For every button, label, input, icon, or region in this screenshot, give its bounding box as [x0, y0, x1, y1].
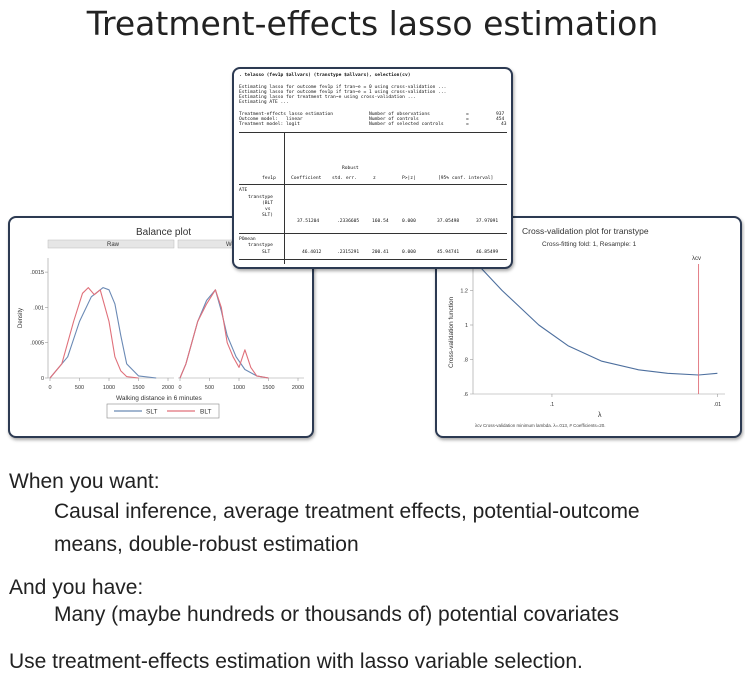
balance-plot-title: Balance plot — [136, 227, 191, 238]
stata-log-line: Estimating lasso for treatment tran~e us… — [239, 95, 417, 100]
have-text: Many (maybe hundreds or thousands of) po… — [54, 603, 619, 626]
have-label: And you have: — [9, 576, 144, 599]
stata-outcome-model: Outcome model: linear — [239, 117, 303, 122]
facet-header-raw-bg — [47, 239, 175, 249]
stata-pomean-se: .2315291 — [337, 250, 360, 255]
balance-x-tick-label: 1000 — [103, 385, 115, 391]
stata-ate-z: 160.54 — [372, 219, 389, 224]
cv-plot-subtitle: Cross-fitting fold: 1, Resample: 1 — [542, 241, 637, 248]
balance-y-tick-label: .001 — [33, 305, 44, 311]
density-line-slt-we — [179, 289, 269, 379]
stata-pomean-cihi: 46.85499 — [476, 250, 499, 255]
cv-y-tick-label: 1 — [465, 323, 468, 329]
density-line-slt-raw — [49, 287, 157, 379]
stata-ate-coef: 37.51204 — [297, 219, 320, 224]
stata-pomean-z: 200.41 — [372, 250, 389, 255]
stata-col-ci: [95% conf. interval] — [438, 176, 494, 181]
cv-y-tick-label: 1.2 — [460, 289, 468, 295]
balance-x-tick-label: 500 — [75, 385, 84, 391]
stata-ate-cilo: 37.05498 — [437, 219, 460, 224]
balance-y-label: Density — [18, 308, 24, 328]
stata-eq: = — [466, 122, 469, 127]
stata-eq: = — [466, 112, 469, 117]
balance-x-label: Walking distance in 6 minutes — [116, 395, 202, 402]
facet-label-raw: Raw — [107, 242, 120, 248]
stata-table-vrule — [284, 132, 285, 264]
cv-x-label: λ — [598, 412, 602, 419]
stata-ncontrols-label: Number of controls — [369, 117, 419, 122]
stata-pomean-label: POmean — [239, 237, 256, 242]
stata-col-se: std. err. — [332, 176, 357, 181]
stata-table-head-rule — [239, 184, 507, 185]
cv-x-tick-label: .1 — [550, 402, 555, 408]
stata-col-z: z — [373, 176, 376, 181]
when-text-line-1: Causal inference, average treatment effe… — [54, 500, 640, 523]
when-label: When you want: — [9, 470, 160, 493]
balance-legend-box — [106, 403, 220, 419]
balance-x-tick-label: 2000 — [162, 385, 174, 391]
stata-pomean-var: SLT — [262, 250, 271, 255]
density-line-blt-we — [179, 289, 269, 379]
balance-x-tick-label: 0 — [48, 385, 51, 391]
stata-treatment-model: Treatment model: logit — [239, 122, 300, 127]
balance-x-tick-label: 1000 — [233, 385, 245, 391]
stata-col-depvar: fev1p — [262, 176, 276, 181]
stata-ate-var: SLT) — [262, 213, 274, 218]
stata-ate-var: transtype — [248, 195, 273, 200]
stata-nselected-label: Number of selected controls — [369, 122, 444, 127]
conclusion-text: Use treatment-effects estimation with la… — [9, 650, 583, 673]
legend-label-blt: BLT — [200, 409, 211, 416]
cv-plot-title: Cross-validation plot for transtype — [522, 226, 649, 236]
balance-y-tick-label: .0005 — [30, 341, 44, 347]
balance-x-tick-label: 1500 — [262, 385, 274, 391]
stata-log-line: Estimating lasso for outcome fev1p if tr… — [239, 90, 447, 95]
stata-output-panel: . telasso (fev1p $allvars) (transtype $a… — [232, 67, 513, 269]
when-text-line-2: means, double-robust estimation — [54, 533, 359, 556]
cv-x-tick-label: .01 — [714, 402, 722, 408]
stata-eq: = — [466, 117, 469, 122]
stata-ate-var: (BLT — [262, 201, 274, 206]
stata-pomean-p: 0.000 — [402, 250, 416, 255]
cv-y-tick-label: .8 — [463, 358, 468, 364]
stata-ate-var: vs — [265, 207, 271, 212]
stata-nobs-label: Number of observations — [369, 112, 430, 117]
stata-nobs-value: 937 — [496, 112, 505, 117]
cv-y-tick-label: .6 — [463, 392, 468, 398]
cv-note: λcv Cross-validation minimum lambda. λ=.… — [475, 423, 605, 428]
stata-table-top-rule — [239, 132, 507, 133]
stata-ate-se: .2336605 — [337, 219, 360, 224]
stata-header-title: Treatment-effects lasso estimation — [239, 112, 334, 117]
balance-x-tick-label: 0 — [178, 385, 181, 391]
balance-y-tick-label: 0 — [41, 376, 44, 382]
stata-ncontrols-value: 454 — [496, 117, 505, 122]
stata-table-bottom-rule — [239, 259, 507, 260]
cv-plot-svg: Cross-validation plot for transtype Cros… — [448, 226, 725, 428]
stata-log-line: Estimating ATE ... — [239, 100, 289, 105]
cv-y-label: Cross-validation function — [448, 296, 455, 368]
legend-label-slt: SLT — [146, 409, 157, 416]
balance-y-tick-label: .0015 — [30, 270, 44, 276]
stata-ate-label: ATE — [239, 188, 248, 193]
stata-log-line: Estimating lasso for outcome fev1p if tr… — [239, 85, 447, 90]
balance-x-tick-label: 500 — [205, 385, 214, 391]
stata-pomean-cilo: 45.94741 — [437, 250, 460, 255]
stata-robust-label: Robust — [342, 166, 359, 171]
stata-ate-p: 0.000 — [402, 219, 416, 224]
balance-x-tick-label: 2000 — [292, 385, 304, 391]
density-line-blt-raw — [49, 287, 139, 379]
stata-command: . telasso (fev1p $allvars) (transtype $a… — [239, 73, 411, 78]
balance-x-tick-label: 1500 — [132, 385, 144, 391]
stata-table-mid-rule — [239, 233, 507, 234]
stata-pomean-var: transtype — [248, 243, 273, 248]
cv-function-line — [472, 259, 718, 376]
stata-ate-cihi: 37.97091 — [476, 219, 499, 224]
stata-col-p: P>|z| — [402, 176, 416, 181]
slide-title: Treatment-effects lasso estimation — [86, 4, 659, 43]
facet-label-weighted: We — [226, 242, 236, 248]
stata-pomean-coef: 46.4012 — [302, 250, 322, 255]
cv-lambda-marker-label: λcv — [692, 256, 701, 262]
stata-col-coef: Coefficient — [291, 176, 322, 181]
stata-nselected-value: 43 — [501, 122, 507, 127]
